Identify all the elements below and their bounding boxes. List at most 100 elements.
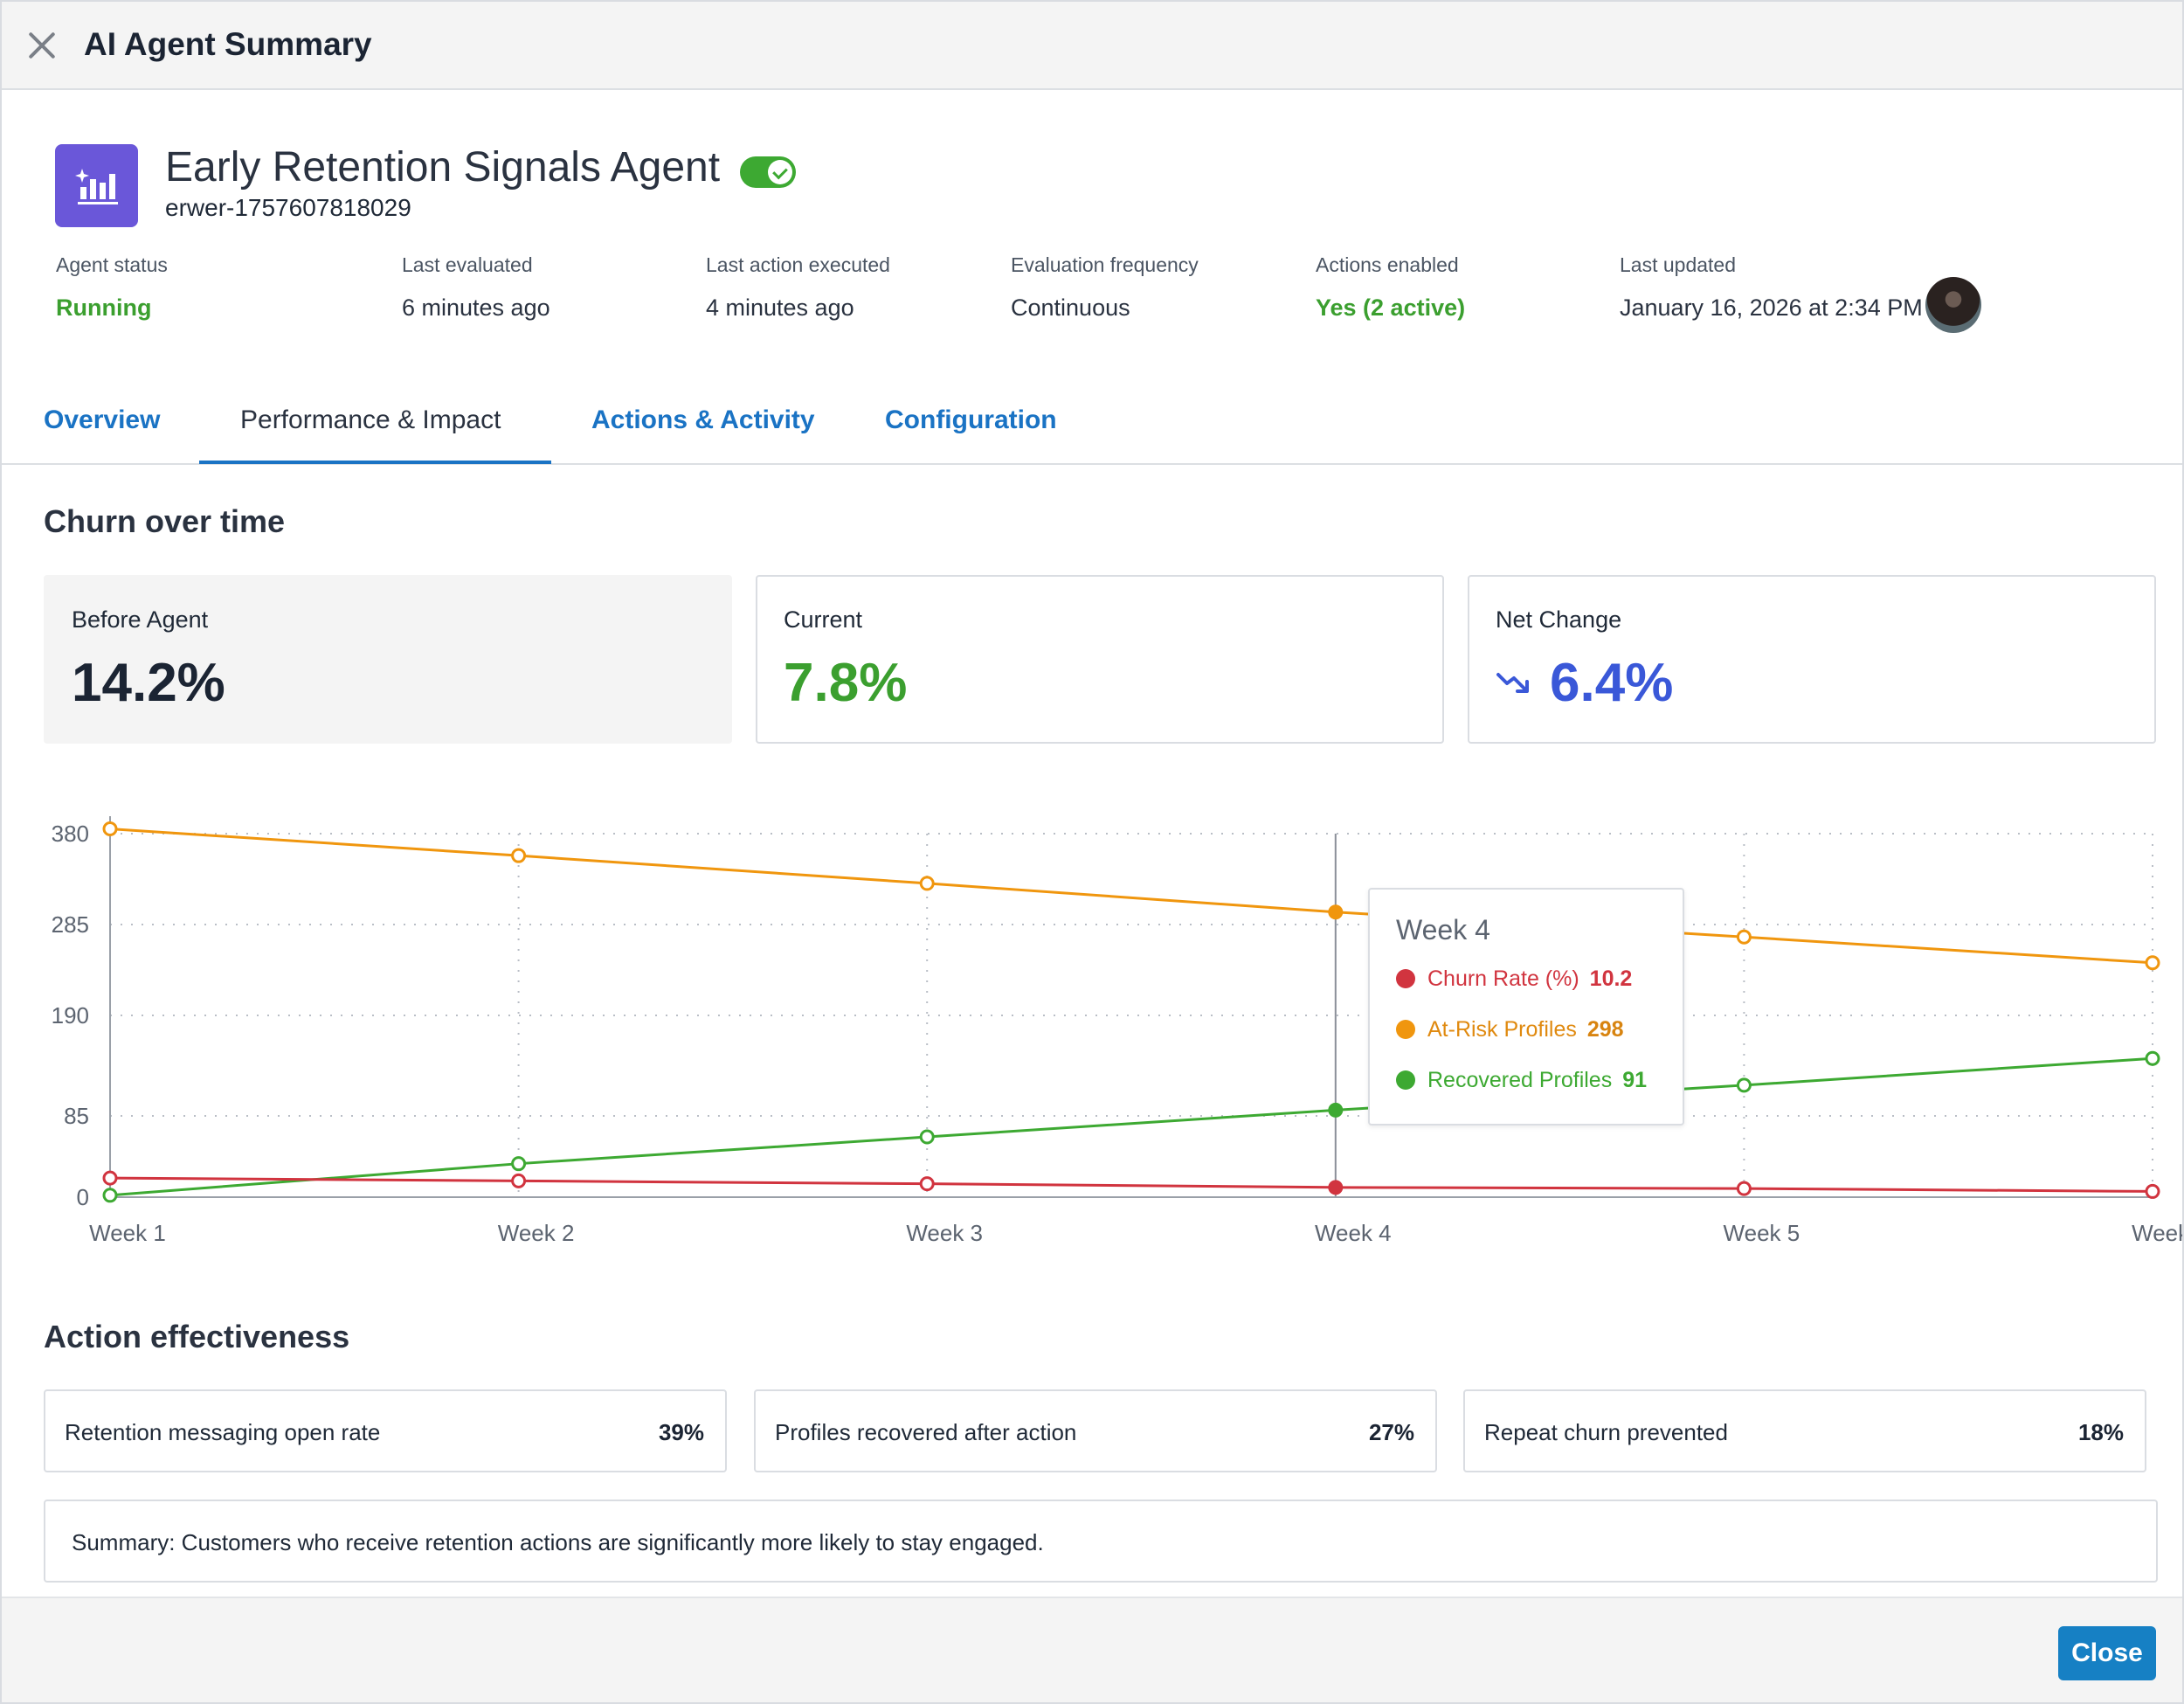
data-point — [102, 1170, 118, 1186]
tab-actions-activity[interactable]: Actions & Activity — [591, 405, 815, 434]
data-point — [919, 876, 935, 891]
summary-box: Summary: Customers who receive retention… — [44, 1500, 2158, 1583]
data-point — [1328, 1180, 1344, 1195]
data-point — [1328, 904, 1344, 920]
effectiveness-label: Retention messaging open rate — [65, 1419, 381, 1445]
effectiveness-label: Profiles recovered after action — [775, 1419, 1077, 1445]
meta-value: 4 minutes ago — [706, 294, 854, 321]
x-tick-label: Week 5 — [1724, 1220, 1800, 1246]
stat-card-before-agent: Before Agent 14.2% — [44, 575, 732, 744]
data-point — [511, 848, 527, 863]
meta-value: Continuous — [1011, 294, 1130, 321]
close-button[interactable]: Close — [2058, 1626, 2156, 1680]
tooltip-label: Recovered Profiles — [1427, 1068, 1613, 1092]
check-icon — [768, 160, 792, 184]
y-tick-label: 190 — [52, 1002, 89, 1029]
effectiveness-section-title: Action effectiveness — [44, 1319, 350, 1354]
data-point — [1328, 1102, 1344, 1118]
meta-label: Evaluation frequency — [1011, 253, 1199, 276]
meta-value: Running — [56, 294, 152, 321]
x-tick-label: Week 2 — [498, 1220, 575, 1246]
effectiveness-card: Retention messaging open rate 39% — [44, 1389, 727, 1472]
tooltip-value: 10.2 — [1589, 966, 1633, 991]
tooltip-label: Churn Rate (%) — [1427, 966, 1579, 991]
meta-label: Last evaluated — [402, 253, 533, 276]
data-point — [102, 1188, 118, 1203]
agent-name: Early Retention Signals Agent — [165, 144, 721, 190]
data-point — [2145, 1183, 2160, 1199]
meta-label: Agent status — [56, 253, 168, 276]
effectiveness-card: Profiles recovered after action 27% — [754, 1389, 1437, 1472]
meta-value: 6 minutes ago — [402, 294, 550, 321]
tab-overview[interactable]: Overview — [44, 405, 161, 434]
data-point — [1736, 929, 1752, 945]
data-point — [1736, 1077, 1752, 1093]
series-line — [109, 1056, 2153, 1197]
data-point — [919, 1129, 935, 1145]
y-tick-label: 85 — [64, 1103, 89, 1129]
meta-last-updated: Last updated January 16, 2026 at 2:34 PM — [1620, 253, 1923, 322]
x-tick-label: Week 6 — [2132, 1220, 2182, 1246]
meta-actions-enabled: Actions enabled Yes (2 active) — [1316, 253, 1465, 322]
meta-label: Last updated — [1620, 253, 1737, 276]
y-tick-label: 0 — [77, 1184, 89, 1210]
modal-header: AI Agent Summary — [2, 2, 2182, 90]
chart-tooltip: Week 4 Churn Rate (%) 10.2 At-Risk Profil… — [1368, 888, 1684, 1126]
legend-dot — [1396, 969, 1415, 988]
modal-footer: Close — [2, 1597, 2182, 1702]
tooltip-label: At-Risk Profiles — [1427, 1017, 1577, 1042]
data-point — [511, 1156, 527, 1172]
tab-performance-impact[interactable]: Performance & Impact — [240, 405, 501, 434]
stat-label: Current — [784, 606, 863, 633]
stat-value: 7.8% — [784, 653, 908, 713]
tooltip-value: 298 — [1586, 1017, 1624, 1042]
effectiveness-value: 27% — [1368, 1419, 1414, 1445]
x-tick-label: Week 1 — [89, 1220, 166, 1246]
stat-card-current: Current 7.8% — [756, 575, 1444, 744]
series-line — [109, 1176, 2153, 1193]
tooltip-row-recovered: Recovered Profiles 91 — [1396, 1068, 1647, 1093]
y-tick-label: 380 — [52, 821, 89, 847]
tab-bar: Overview Performance & Impact Actions & … — [2, 397, 2182, 465]
effectiveness-label: Repeat churn prevented — [1484, 1419, 1728, 1445]
tooltip-value: 91 — [1622, 1068, 1648, 1092]
meta-value: Yes (2 active) — [1316, 294, 1466, 321]
meta-label: Last action executed — [706, 253, 890, 276]
trend-down-icon — [1496, 673, 1529, 693]
summary-text: Summary: Customers who receive retention… — [72, 1529, 1044, 1555]
stat-label: Net Change — [1496, 606, 1622, 633]
tooltip-row-churn-rate: Churn Rate (%) 10.2 — [1396, 966, 1632, 992]
agent-id: erwer-1757607818029 — [165, 194, 411, 221]
stat-card-net-change: Net Change 6.4% — [1468, 575, 2156, 744]
meta-last-action: Last action executed 4 minutes ago — [706, 253, 890, 322]
tab-configuration[interactable]: Configuration — [885, 405, 1057, 434]
meta-value: January 16, 2026 at 2:34 PM — [1620, 294, 1923, 321]
meta-agent-status: Agent status Running — [56, 253, 168, 322]
agent-enabled-toggle[interactable] — [740, 156, 796, 188]
data-point — [919, 1176, 935, 1192]
tooltip-row-at-risk: At-Risk Profiles 298 — [1396, 1017, 1624, 1042]
churn-section-title: Churn over time — [44, 503, 286, 539]
active-tab-indicator — [199, 461, 551, 464]
meta-last-evaluated: Last evaluated 6 minutes ago — [402, 253, 550, 322]
stat-value: 14.2% — [72, 653, 225, 713]
data-point — [1736, 1181, 1752, 1196]
effectiveness-value: 18% — [2077, 1419, 2124, 1445]
x-tick-label: Week 3 — [906, 1220, 983, 1246]
avatar[interactable] — [1925, 277, 1981, 333]
legend-dot — [1396, 1020, 1415, 1039]
legend-dot — [1396, 1070, 1415, 1090]
y-tick-label: 285 — [52, 911, 89, 938]
close-icon[interactable] — [24, 28, 59, 63]
modal-title: AI Agent Summary — [84, 26, 372, 62]
tooltip-title: Week 4 — [1396, 914, 1490, 946]
data-point — [2145, 955, 2160, 971]
data-point — [2145, 1050, 2160, 1066]
data-point — [102, 821, 118, 837]
chart-sparkle-icon — [55, 144, 138, 227]
series-line — [109, 828, 2153, 965]
effectiveness-card: Repeat churn prevented 18% — [1463, 1389, 2146, 1472]
meta-label: Actions enabled — [1316, 253, 1459, 276]
data-point — [511, 1173, 527, 1188]
